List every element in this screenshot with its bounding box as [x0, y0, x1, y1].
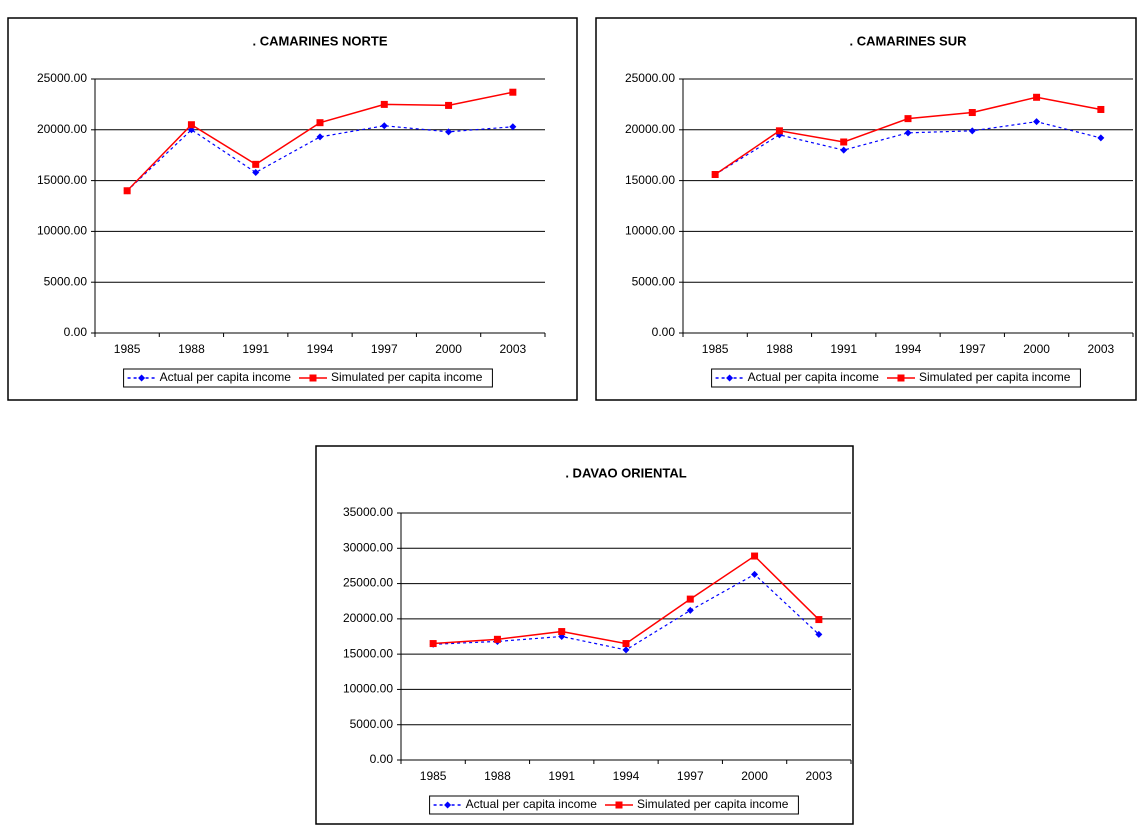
marker [1033, 118, 1041, 126]
y-tick-label: 30000.00 [343, 540, 393, 554]
x-tick-label: 2000 [741, 769, 768, 783]
legend-marker [897, 374, 905, 382]
marker [775, 127, 783, 135]
y-tick-label: 10000.00 [625, 224, 675, 238]
y-tick-label: 20000.00 [625, 122, 675, 136]
chart-frame [595, 17, 1137, 401]
y-tick-label: 15000.00 [343, 646, 393, 660]
legend-label: Simulated per capita income [919, 370, 1071, 384]
y-tick-label: 5000.00 [350, 717, 394, 731]
legend-label: Actual per capita income [748, 370, 880, 384]
y-tick-label: 0.00 [64, 325, 88, 339]
x-tick-label: 2000 [435, 342, 462, 356]
marker [751, 552, 759, 560]
chart-frame [315, 445, 854, 825]
x-tick-label: 1997 [371, 342, 398, 356]
y-tick-label: 0.00 [370, 752, 394, 766]
marker [686, 606, 694, 614]
x-tick-label: 1988 [484, 769, 511, 783]
marker [252, 168, 260, 176]
x-tick-label: 1985 [114, 342, 141, 356]
y-tick-label: 25000.00 [625, 71, 675, 85]
marker [622, 640, 630, 648]
x-tick-label: 1988 [766, 342, 793, 356]
x-tick-label: 1994 [613, 769, 640, 783]
y-tick-label: 20000.00 [343, 611, 393, 625]
marker [904, 129, 912, 137]
chart-title: . DAVAO ORIENTAL [565, 465, 686, 480]
x-tick-label: 1994 [307, 342, 334, 356]
x-tick-label: 2003 [500, 342, 527, 356]
marker [815, 630, 823, 638]
x-tick-label: 1997 [677, 769, 704, 783]
y-tick-label: 5000.00 [632, 274, 676, 288]
legend-marker [444, 801, 452, 809]
legend-label: Simulated per capita income [637, 797, 789, 811]
marker [1033, 93, 1041, 101]
marker [686, 595, 694, 603]
chart-frame [7, 17, 578, 401]
marker [445, 101, 453, 109]
y-tick-label: 15000.00 [625, 173, 675, 187]
marker [187, 121, 195, 129]
x-tick-label: 2003 [806, 769, 833, 783]
marker [1097, 134, 1105, 142]
marker [968, 109, 976, 117]
y-tick-label: 25000.00 [343, 576, 393, 590]
marker [815, 616, 823, 624]
marker [316, 119, 324, 127]
legend-label: Actual per capita income [466, 797, 598, 811]
legend-label: Actual per capita income [160, 370, 292, 384]
x-tick-label: 1991 [830, 342, 857, 356]
marker [509, 88, 517, 96]
marker [751, 570, 759, 578]
marker [904, 115, 912, 123]
y-tick-label: 5000.00 [44, 274, 88, 288]
y-tick-label: 25000.00 [37, 71, 87, 85]
legend-marker [309, 374, 317, 382]
x-tick-label: 1988 [178, 342, 205, 356]
legend-marker [726, 374, 734, 382]
marker [316, 133, 324, 141]
chart-title: . CAMARINES SUR [849, 33, 967, 48]
marker [493, 635, 501, 643]
y-tick-label: 10000.00 [343, 682, 393, 696]
x-tick-label: 1985 [702, 342, 729, 356]
x-tick-label: 1991 [242, 342, 269, 356]
x-tick-label: 1991 [548, 769, 575, 783]
marker [711, 171, 719, 179]
marker [509, 123, 517, 131]
chart-title: . CAMARINES NORTE [252, 33, 387, 48]
legend-label: Simulated per capita income [331, 370, 483, 384]
x-tick-label: 2000 [1023, 342, 1050, 356]
legend-marker [138, 374, 146, 382]
marker [622, 646, 630, 654]
y-tick-label: 35000.00 [343, 505, 393, 519]
y-tick-label: 20000.00 [37, 122, 87, 136]
marker [1097, 105, 1105, 113]
marker [252, 160, 260, 168]
marker [445, 128, 453, 136]
x-tick-label: 1997 [959, 342, 986, 356]
marker [840, 146, 848, 154]
marker [380, 122, 388, 130]
marker [968, 127, 976, 135]
x-tick-label: 2003 [1088, 342, 1115, 356]
marker [840, 138, 848, 146]
x-tick-label: 1985 [420, 769, 447, 783]
legend-marker [615, 801, 623, 809]
x-tick-label: 1994 [895, 342, 922, 356]
marker [429, 640, 437, 648]
marker [123, 187, 131, 195]
y-tick-label: 15000.00 [37, 173, 87, 187]
marker [380, 100, 388, 108]
marker [558, 628, 566, 636]
y-tick-label: 10000.00 [37, 224, 87, 238]
y-tick-label: 0.00 [652, 325, 676, 339]
